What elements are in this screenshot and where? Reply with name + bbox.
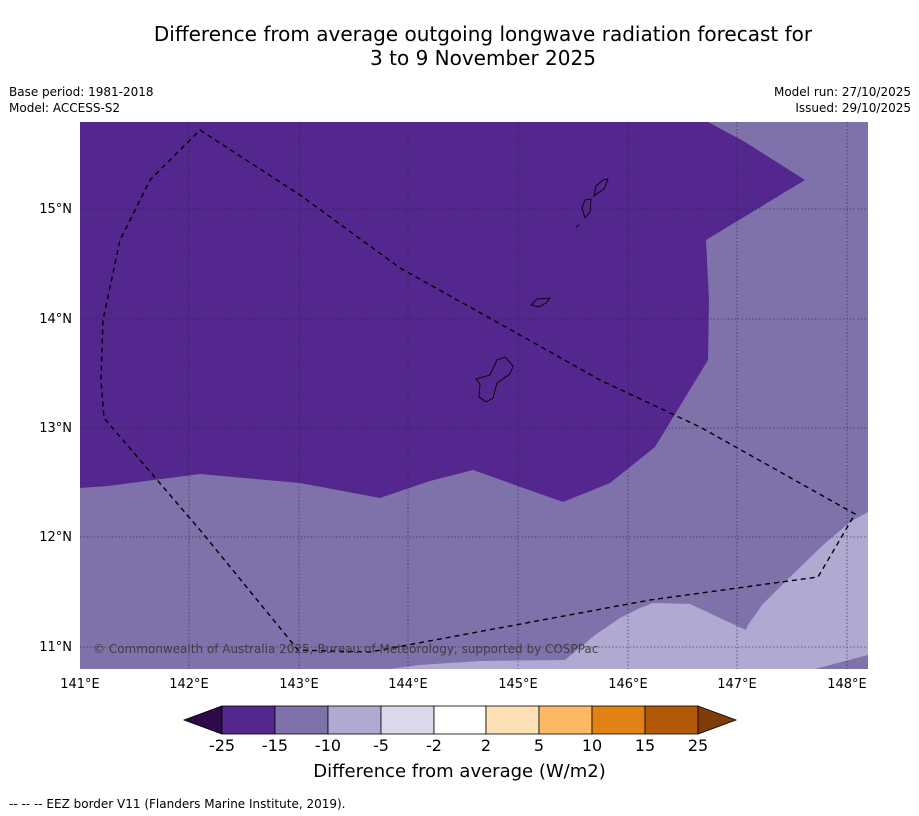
title-line-2: 3 to 9 November 2025	[370, 46, 596, 70]
colorbar-swatch-extend-low	[182, 705, 223, 735]
colorbar-swatch	[221, 705, 276, 735]
colorbar-title: Difference from average (W/m2)	[313, 761, 606, 782]
longitude-labels: 141°E 142°E 143°E 144°E 145°E 146°E 147°…	[60, 677, 867, 692]
latitude-labels: 15°N 14°N 13°N 12°N 11°N	[39, 202, 72, 655]
lon-label: 143°E	[279, 677, 319, 692]
islands	[475, 178, 609, 403]
lon-label: 148°E	[827, 677, 867, 692]
colorbar	[182, 705, 738, 735]
colorbar-tick: 10	[582, 736, 602, 755]
map-area: © Commonwealth of Australia 2025, Bureau…	[80, 122, 868, 669]
colorbar-ticks: -25 -15 -10 -5 -2 2 5 10 15 25	[209, 736, 708, 755]
colorbar-tick: -5	[373, 736, 389, 755]
colorbar-tick: 15	[635, 736, 655, 755]
anomaly-region-weak	[390, 512, 868, 669]
colorbar-swatch-extend-high	[697, 705, 738, 735]
colorbar-tick: 5	[534, 736, 544, 755]
title-line-1: Difference from average outgoing longwav…	[153, 22, 813, 46]
model-run: Model run: 27/10/2025	[773, 85, 911, 99]
lat-label: 15°N	[39, 202, 72, 217]
colorbar-swatch	[485, 705, 540, 735]
colorbar-swatch	[591, 705, 646, 735]
lon-label: 146°E	[608, 677, 648, 692]
lon-label: 142°E	[169, 677, 209, 692]
graticule	[80, 122, 868, 669]
colorbar-swatch	[274, 705, 329, 735]
anomaly-region-corner	[815, 655, 868, 669]
colorbar-tick: -2	[426, 736, 442, 755]
colorbar-tick: -25	[209, 736, 235, 755]
island-guam	[475, 356, 514, 403]
lon-label: 141°E	[60, 677, 100, 692]
colorbar-swatch	[433, 705, 487, 735]
eez-legend: -- -- -- EEZ border V11 (Flanders Marine…	[9, 797, 346, 811]
colorbar-tick: 25	[688, 736, 708, 755]
lon-label: 144°E	[388, 677, 428, 692]
colorbar-swatch	[644, 705, 699, 735]
colorbar-swatch	[538, 705, 593, 735]
eez-border	[100, 129, 856, 653]
colorbar-tick: -15	[262, 736, 288, 755]
model-name: Model: ACCESS-S2	[9, 101, 121, 115]
meta-right: Model run: 27/10/2025 Issued: 29/10/2025	[774, 84, 911, 116]
island-tinian	[581, 198, 592, 219]
meta-left: Base period: 1981-2018 Model: ACCESS-S2	[9, 84, 154, 116]
anomaly-region-strong	[80, 122, 805, 502]
lon-label: 145°E	[498, 677, 538, 692]
base-period: Base period: 1981-2018	[9, 85, 154, 99]
lat-label: 13°N	[39, 421, 72, 436]
lon-label: 147°E	[717, 677, 757, 692]
colorbar-tick: 2	[481, 736, 491, 755]
chart-title: Difference from average outgoing longwav…	[0, 22, 919, 70]
island-saipan	[593, 178, 609, 198]
lat-label: 11°N	[39, 640, 72, 655]
copyright-text: © Commonwealth of Australia 2025, Bureau…	[93, 642, 598, 656]
colorbar-tick: -10	[315, 736, 341, 755]
issued-date: Issued: 29/10/2025	[795, 101, 911, 115]
lat-label: 12°N	[39, 530, 72, 545]
island-rota	[530, 297, 551, 308]
colorbar-swatch	[327, 705, 382, 735]
lat-label: 14°N	[39, 312, 72, 327]
colorbar-swatch	[380, 705, 435, 735]
island-aguijan	[575, 224, 580, 228]
